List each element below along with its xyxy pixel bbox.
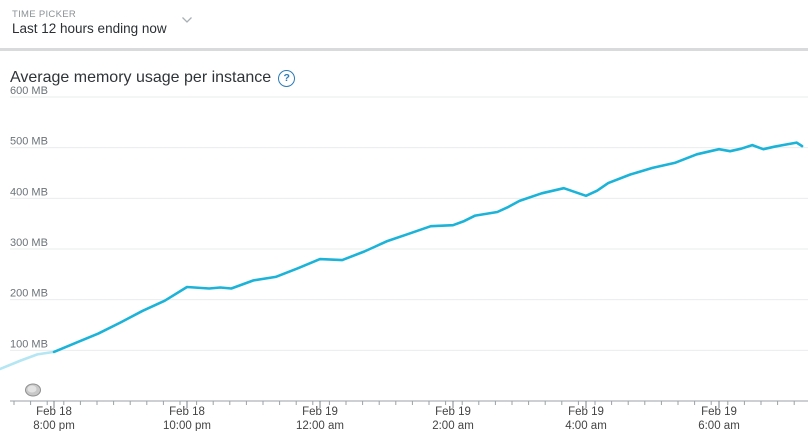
chart-grid (10, 96, 808, 351)
x-tick-date: Feb 19 (435, 406, 471, 418)
x-tick-time: 2:00 am (432, 420, 474, 431)
x-tick-date: Feb 19 (568, 406, 604, 418)
chart-title: Average memory usage per instance (10, 69, 272, 86)
x-tick-date: Feb 18 (169, 406, 205, 418)
x-tick-date: Feb 19 (302, 406, 338, 418)
x-tick-date: Feb 19 (701, 406, 737, 418)
help-icon[interactable]: ? (278, 69, 296, 87)
series-line (52, 141, 804, 354)
y-tick-label: 500 MB (10, 136, 48, 148)
x-tick-time: 10:00 pm (163, 420, 211, 431)
series-line-faded (0, 350, 55, 371)
y-tick-label: 300 MB (10, 237, 48, 249)
time-picker-label: TIME PICKER (12, 9, 77, 20)
x-tick-time: 6:00 am (698, 420, 740, 431)
x-tick-time: 4:00 am (565, 420, 607, 431)
time-picker-value[interactable]: Last 12 hours ending now (12, 21, 167, 36)
x-tick-time: 8:00 pm (33, 420, 75, 431)
y-tick-label: 200 MB (10, 288, 48, 300)
range-handle-icon[interactable] (25, 383, 41, 397)
x-axis: Feb 18 8:00 pm Feb 18 10:00 pm Feb 19 12:00 a… (10, 400, 808, 431)
chart-series (0, 141, 804, 371)
y-tick-label: 100 MB (10, 338, 48, 350)
x-tick-date: Feb 18 (36, 406, 72, 418)
time-picker-bar: TIME PICKER Last 12 hours ending now (0, 0, 808, 51)
chart-title-row: Average memory usage per instance ? (10, 69, 296, 87)
chevron-down-icon[interactable] (181, 15, 193, 25)
y-tick-label: 600 MB (10, 85, 48, 97)
y-axis-ticks: 100 MB 200 MB 300 MB 400 MB 500 MB 600 MB (10, 85, 48, 350)
y-tick-label: 400 MB (10, 186, 48, 198)
x-tick-time: 12:00 am (296, 420, 344, 431)
